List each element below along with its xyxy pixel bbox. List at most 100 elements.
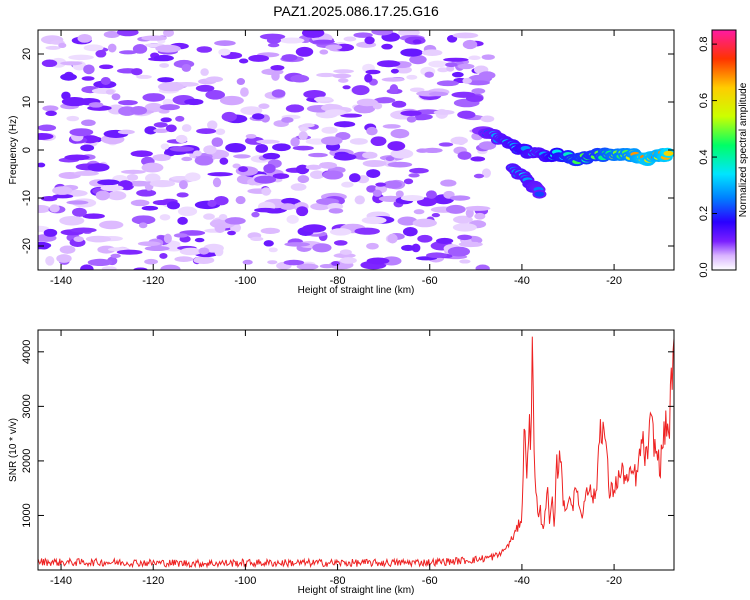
heatmap-blob xyxy=(262,152,281,160)
heatmap-blob xyxy=(173,233,189,238)
heatmap-blob xyxy=(408,173,420,178)
heatmap-blob xyxy=(325,44,343,51)
heatmap-blob xyxy=(141,35,167,41)
heatmap-blob xyxy=(149,179,176,188)
heatmap-blob xyxy=(295,46,314,57)
heatmap-blob xyxy=(130,150,153,158)
heatmap-blob xyxy=(233,154,251,159)
heatmap-blob xyxy=(100,184,124,192)
heatmap-blob xyxy=(144,126,157,135)
heatmap-blob xyxy=(81,76,95,81)
heatmap-blob xyxy=(305,164,322,170)
heatmap-blob xyxy=(409,54,427,65)
heatmap-blob xyxy=(475,264,490,270)
heatmap-blob xyxy=(141,205,159,211)
heatmap-blob xyxy=(333,153,357,161)
heatmap-blob xyxy=(333,253,356,259)
heatmap-blob xyxy=(144,102,163,113)
heatmap-blob xyxy=(142,93,166,102)
heatmap-blob xyxy=(43,228,58,237)
heatmap-blob xyxy=(184,172,201,182)
heatmap-blob xyxy=(478,141,497,150)
heatmap-blob xyxy=(327,203,344,210)
heatmap-blob xyxy=(424,71,434,78)
heatmap-blob xyxy=(366,169,381,178)
heatmap-blob xyxy=(153,54,174,62)
heatmap-blob xyxy=(215,128,226,135)
snr-panel: -140 -120 -100 -80 -60 -40 -20 1000 2000 3000 400… xyxy=(8,329,675,596)
heatmap-blob xyxy=(58,42,67,48)
heatmap-blob xyxy=(219,95,244,106)
heatmap-blob xyxy=(371,30,393,36)
heatmap-blob xyxy=(105,89,115,95)
heatmap-blob xyxy=(332,73,352,79)
heatmap-blob xyxy=(290,183,307,191)
heatmap-blob xyxy=(421,49,443,57)
heatmap-blob xyxy=(73,236,84,243)
colorbar-tick-label: 0.6 xyxy=(698,93,710,108)
spectrogram-y-ticks: -20 -10 0 10 20 xyxy=(21,48,674,254)
heatmap-blob xyxy=(436,80,459,87)
heatmap-blob xyxy=(155,44,181,53)
heatmap-blob xyxy=(211,137,224,148)
spectrogram-frame xyxy=(37,29,675,271)
heatmap-blob xyxy=(224,217,246,225)
heatmap-blob xyxy=(333,240,348,246)
heatmap-blob xyxy=(349,138,368,145)
heatmap-blob xyxy=(397,216,418,226)
heatmap-blob xyxy=(130,199,150,207)
heatmap-blob xyxy=(250,236,264,242)
heatmap-blob xyxy=(413,209,425,215)
heatmap-blob xyxy=(428,60,448,68)
heatmap-blob xyxy=(452,32,479,39)
heatmap-blob xyxy=(387,233,398,244)
heatmap-blob xyxy=(178,180,188,190)
heatmap-blob xyxy=(263,240,274,247)
heatmap-blob xyxy=(174,256,194,262)
heatmap-blob xyxy=(437,67,449,73)
heatmap-blob xyxy=(353,104,376,114)
colorbar-label: Normalized spectral amplitude xyxy=(738,82,749,217)
heatmap-blob xyxy=(97,179,120,186)
heatmap-blob xyxy=(387,141,406,151)
heatmap-blob xyxy=(403,178,414,185)
x-tick-label: -100 xyxy=(234,275,256,287)
heatmap-blob xyxy=(179,247,202,256)
heatmap-blob xyxy=(353,32,373,38)
heatmap-blob xyxy=(136,74,152,79)
heatmap-blob xyxy=(286,214,299,224)
heatmap-blob xyxy=(271,89,286,98)
heatmap-blob xyxy=(238,58,249,64)
heatmap-blob xyxy=(252,113,265,120)
heatmap-blob xyxy=(256,139,280,144)
heatmap-blob xyxy=(38,204,51,214)
heatmap-blob xyxy=(292,145,314,151)
heatmap-blob xyxy=(400,110,422,117)
spectrogram-x-label: Height of straight line (km) xyxy=(298,285,415,296)
heatmap-blob xyxy=(181,124,192,132)
snr-series-line xyxy=(38,336,674,569)
heatmap-blob xyxy=(465,208,474,218)
heatmap-blob xyxy=(61,97,88,107)
y-tick-label: 1000 xyxy=(21,503,33,527)
heatmap-blob xyxy=(240,87,249,97)
heatmap-blob xyxy=(433,109,455,115)
heatmap-blob xyxy=(132,44,148,54)
heatmap-blob xyxy=(38,243,50,250)
heatmap-blob xyxy=(301,30,325,38)
heatmap-blob xyxy=(205,76,224,83)
heatmap-blob xyxy=(87,258,113,267)
heatmap-blob xyxy=(218,213,228,221)
heatmap-blob xyxy=(361,216,387,225)
heatmap-blob xyxy=(95,190,110,201)
heatmap-blob xyxy=(157,82,184,92)
heatmap-blob xyxy=(281,54,298,62)
heatmap-blob xyxy=(38,132,54,140)
heatmap-blob xyxy=(319,263,335,269)
heatmap-blob xyxy=(116,249,143,255)
heatmap-blob xyxy=(290,137,300,147)
heatmap-blob xyxy=(126,173,139,181)
heatmap-blob xyxy=(118,50,138,55)
heatmap-blob xyxy=(385,156,395,162)
heatmap-blob xyxy=(366,257,390,265)
